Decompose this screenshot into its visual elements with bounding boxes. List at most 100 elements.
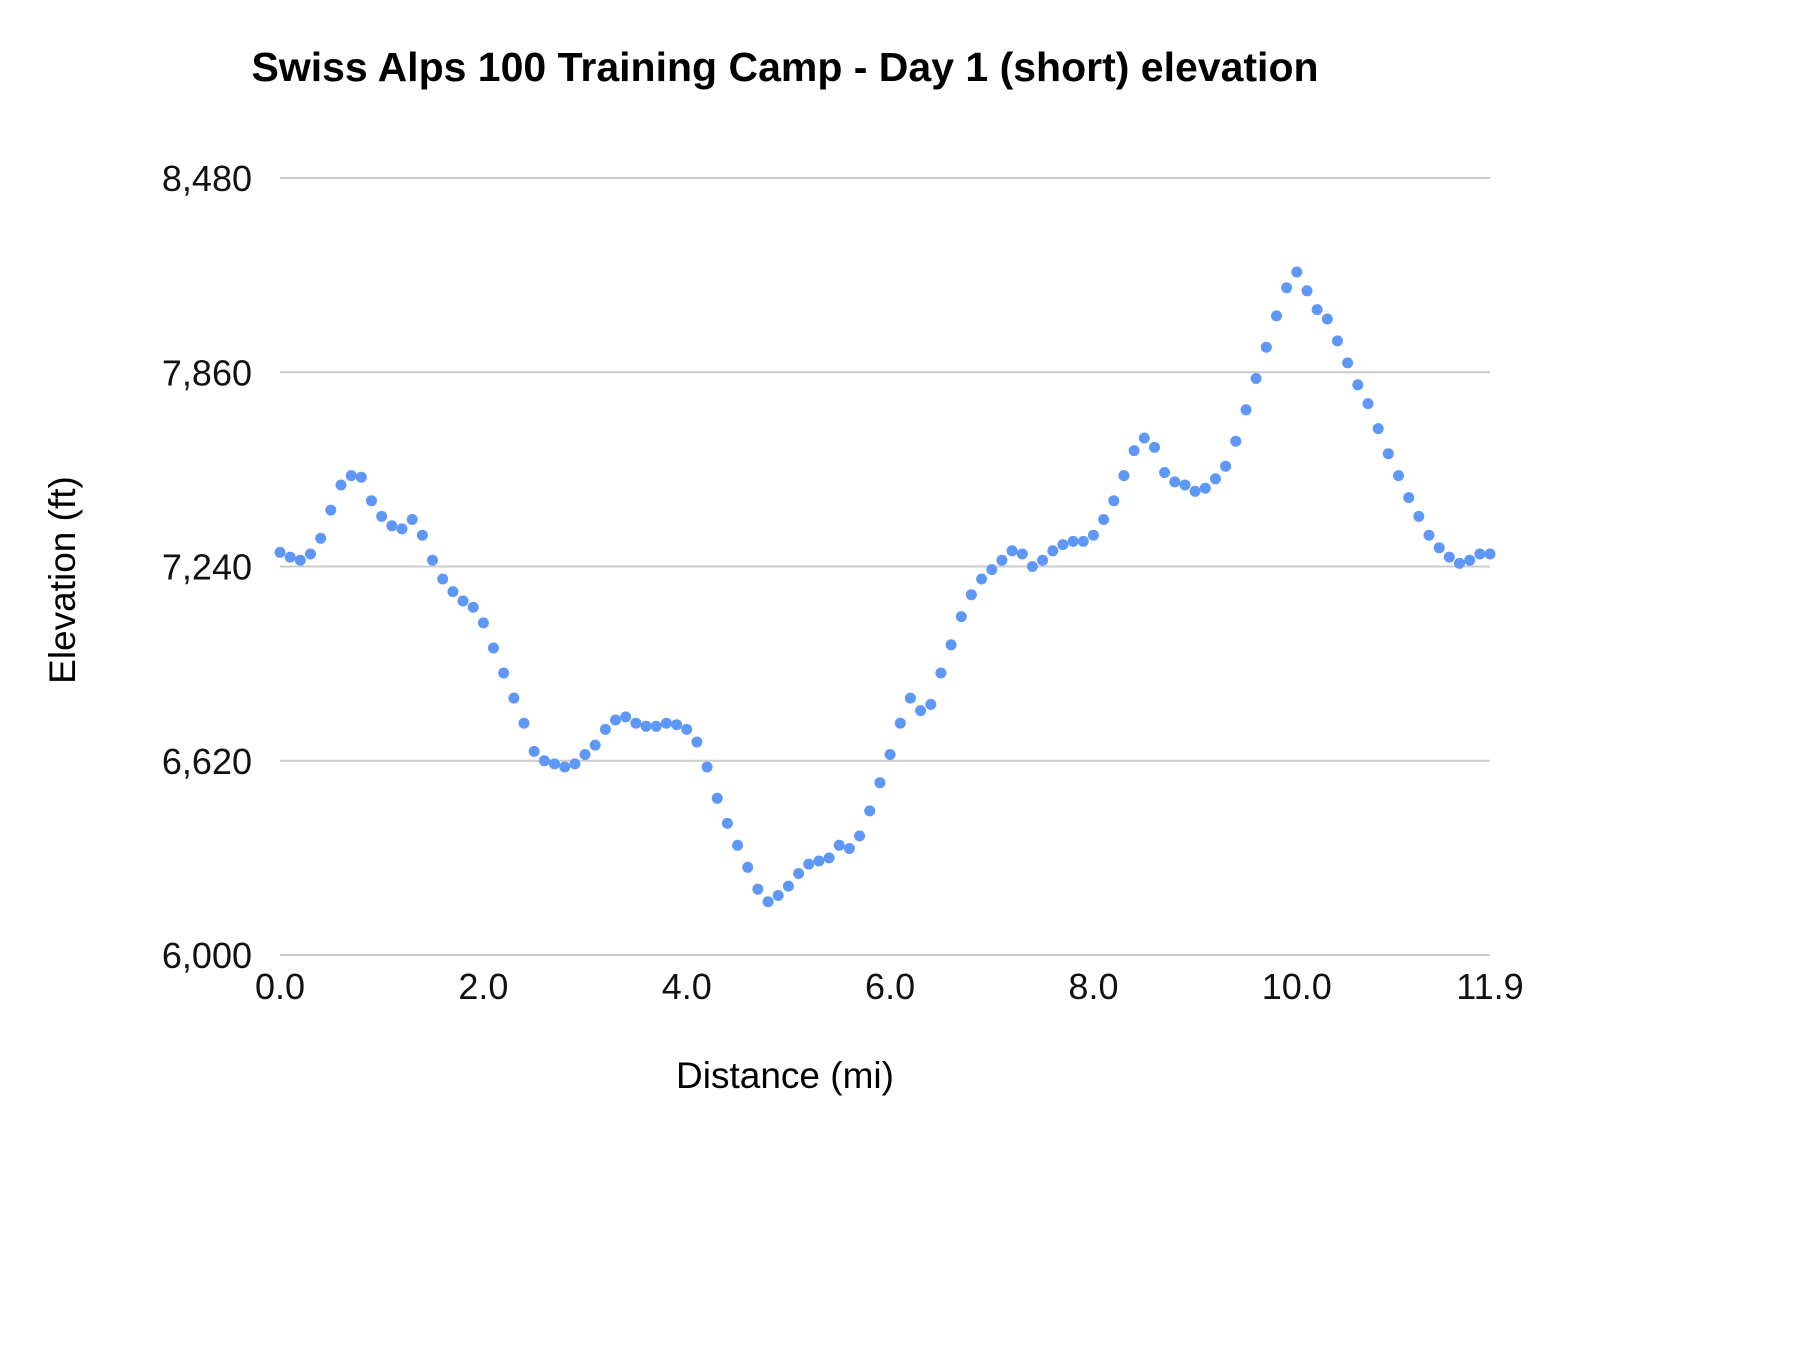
data-point xyxy=(345,470,357,482)
data-point xyxy=(467,601,479,613)
data-point xyxy=(1179,479,1191,491)
data-point xyxy=(1393,470,1404,482)
y-tick-label: 6,000 xyxy=(162,935,252,976)
data-point xyxy=(620,711,632,723)
data-point xyxy=(1271,310,1282,322)
data-point xyxy=(803,858,815,870)
data-point xyxy=(1067,535,1079,547)
data-point xyxy=(488,642,499,654)
data-point xyxy=(660,717,672,729)
data-point xyxy=(965,589,977,601)
data-point xyxy=(1413,510,1425,522)
x-tick-label: 6.0 xyxy=(865,966,915,1007)
data-point xyxy=(1026,561,1038,572)
data-point xyxy=(823,852,835,864)
data-point xyxy=(538,755,550,767)
data-point xyxy=(833,839,845,851)
data-point xyxy=(477,617,489,629)
data-point xyxy=(1352,379,1364,391)
data-point xyxy=(793,868,805,879)
data-point xyxy=(498,667,510,679)
x-tick-label: 2.0 xyxy=(458,966,508,1007)
data-point xyxy=(671,719,683,731)
data-point xyxy=(1332,335,1343,347)
data-point xyxy=(1433,542,1445,554)
data-point xyxy=(1077,535,1089,547)
data-point xyxy=(1250,373,1262,384)
data-point xyxy=(325,504,337,516)
data-point xyxy=(518,717,530,729)
data-point xyxy=(406,514,418,525)
data-point xyxy=(1189,485,1201,497)
data-point xyxy=(843,843,855,854)
data-point xyxy=(559,761,571,773)
data-point xyxy=(1474,548,1486,560)
data-point xyxy=(305,548,316,560)
data-point xyxy=(976,573,988,585)
y-tick-label: 7,240 xyxy=(162,547,252,588)
y-tick-label: 7,860 xyxy=(162,352,252,393)
x-tick-label: 4.0 xyxy=(662,966,712,1007)
data-point xyxy=(1301,285,1313,297)
data-point xyxy=(1443,551,1455,563)
data-point xyxy=(549,758,560,770)
data-point xyxy=(528,745,540,757)
chart-title: Swiss Alps 100 Training Camp - Day 1 (sh… xyxy=(251,44,1319,90)
data-point xyxy=(630,717,642,729)
data-point xyxy=(569,758,581,770)
data-point xyxy=(691,736,703,748)
data-point xyxy=(1281,282,1293,294)
data-point xyxy=(1321,313,1333,325)
data-point xyxy=(274,546,286,558)
data-point xyxy=(1128,445,1140,457)
data-point xyxy=(854,830,866,842)
data-point xyxy=(579,749,591,760)
data-point xyxy=(1382,448,1394,460)
data-point xyxy=(752,883,764,895)
data-point xyxy=(1210,473,1221,485)
data-point xyxy=(427,554,438,566)
data-point xyxy=(1118,470,1130,482)
data-point xyxy=(894,717,906,729)
data-point xyxy=(1454,557,1465,569)
data-point xyxy=(1240,404,1252,416)
data-point xyxy=(1372,423,1384,435)
data-point xyxy=(589,739,601,751)
data-point xyxy=(396,523,408,535)
x-tick-label: 8.0 xyxy=(1068,966,1118,1007)
data-point xyxy=(1464,554,1476,566)
data-point xyxy=(1098,514,1110,525)
data-point xyxy=(996,554,1008,566)
data-point xyxy=(447,586,459,598)
data-point xyxy=(1484,548,1496,560)
data-point xyxy=(915,705,927,717)
data-point xyxy=(742,861,754,873)
data-point xyxy=(681,723,693,735)
data-point xyxy=(884,749,896,760)
data-point xyxy=(376,510,388,522)
data-point xyxy=(1108,495,1120,507)
x-axis-title: Distance (mi) xyxy=(676,1055,894,1096)
data-point xyxy=(650,720,662,732)
data-point xyxy=(1087,529,1099,541)
data-point xyxy=(1199,482,1211,494)
x-tick-label: 11.9 xyxy=(1456,966,1523,1007)
data-point xyxy=(1342,357,1354,369)
y-tick-label: 8,480 xyxy=(162,158,252,199)
data-point xyxy=(610,714,621,726)
data-point xyxy=(1037,554,1049,566)
data-point xyxy=(1403,492,1415,504)
data-point xyxy=(1057,539,1069,551)
data-point xyxy=(701,761,713,773)
data-point xyxy=(335,479,347,491)
data-point xyxy=(1423,529,1435,541)
data-point xyxy=(711,792,723,804)
data-point xyxy=(813,855,825,867)
data-point xyxy=(1006,545,1018,557)
data-point xyxy=(294,554,306,566)
data-point xyxy=(315,532,327,544)
x-tick-label: 0.0 xyxy=(255,966,305,1007)
data-point xyxy=(1016,548,1028,560)
data-point xyxy=(1047,545,1059,557)
